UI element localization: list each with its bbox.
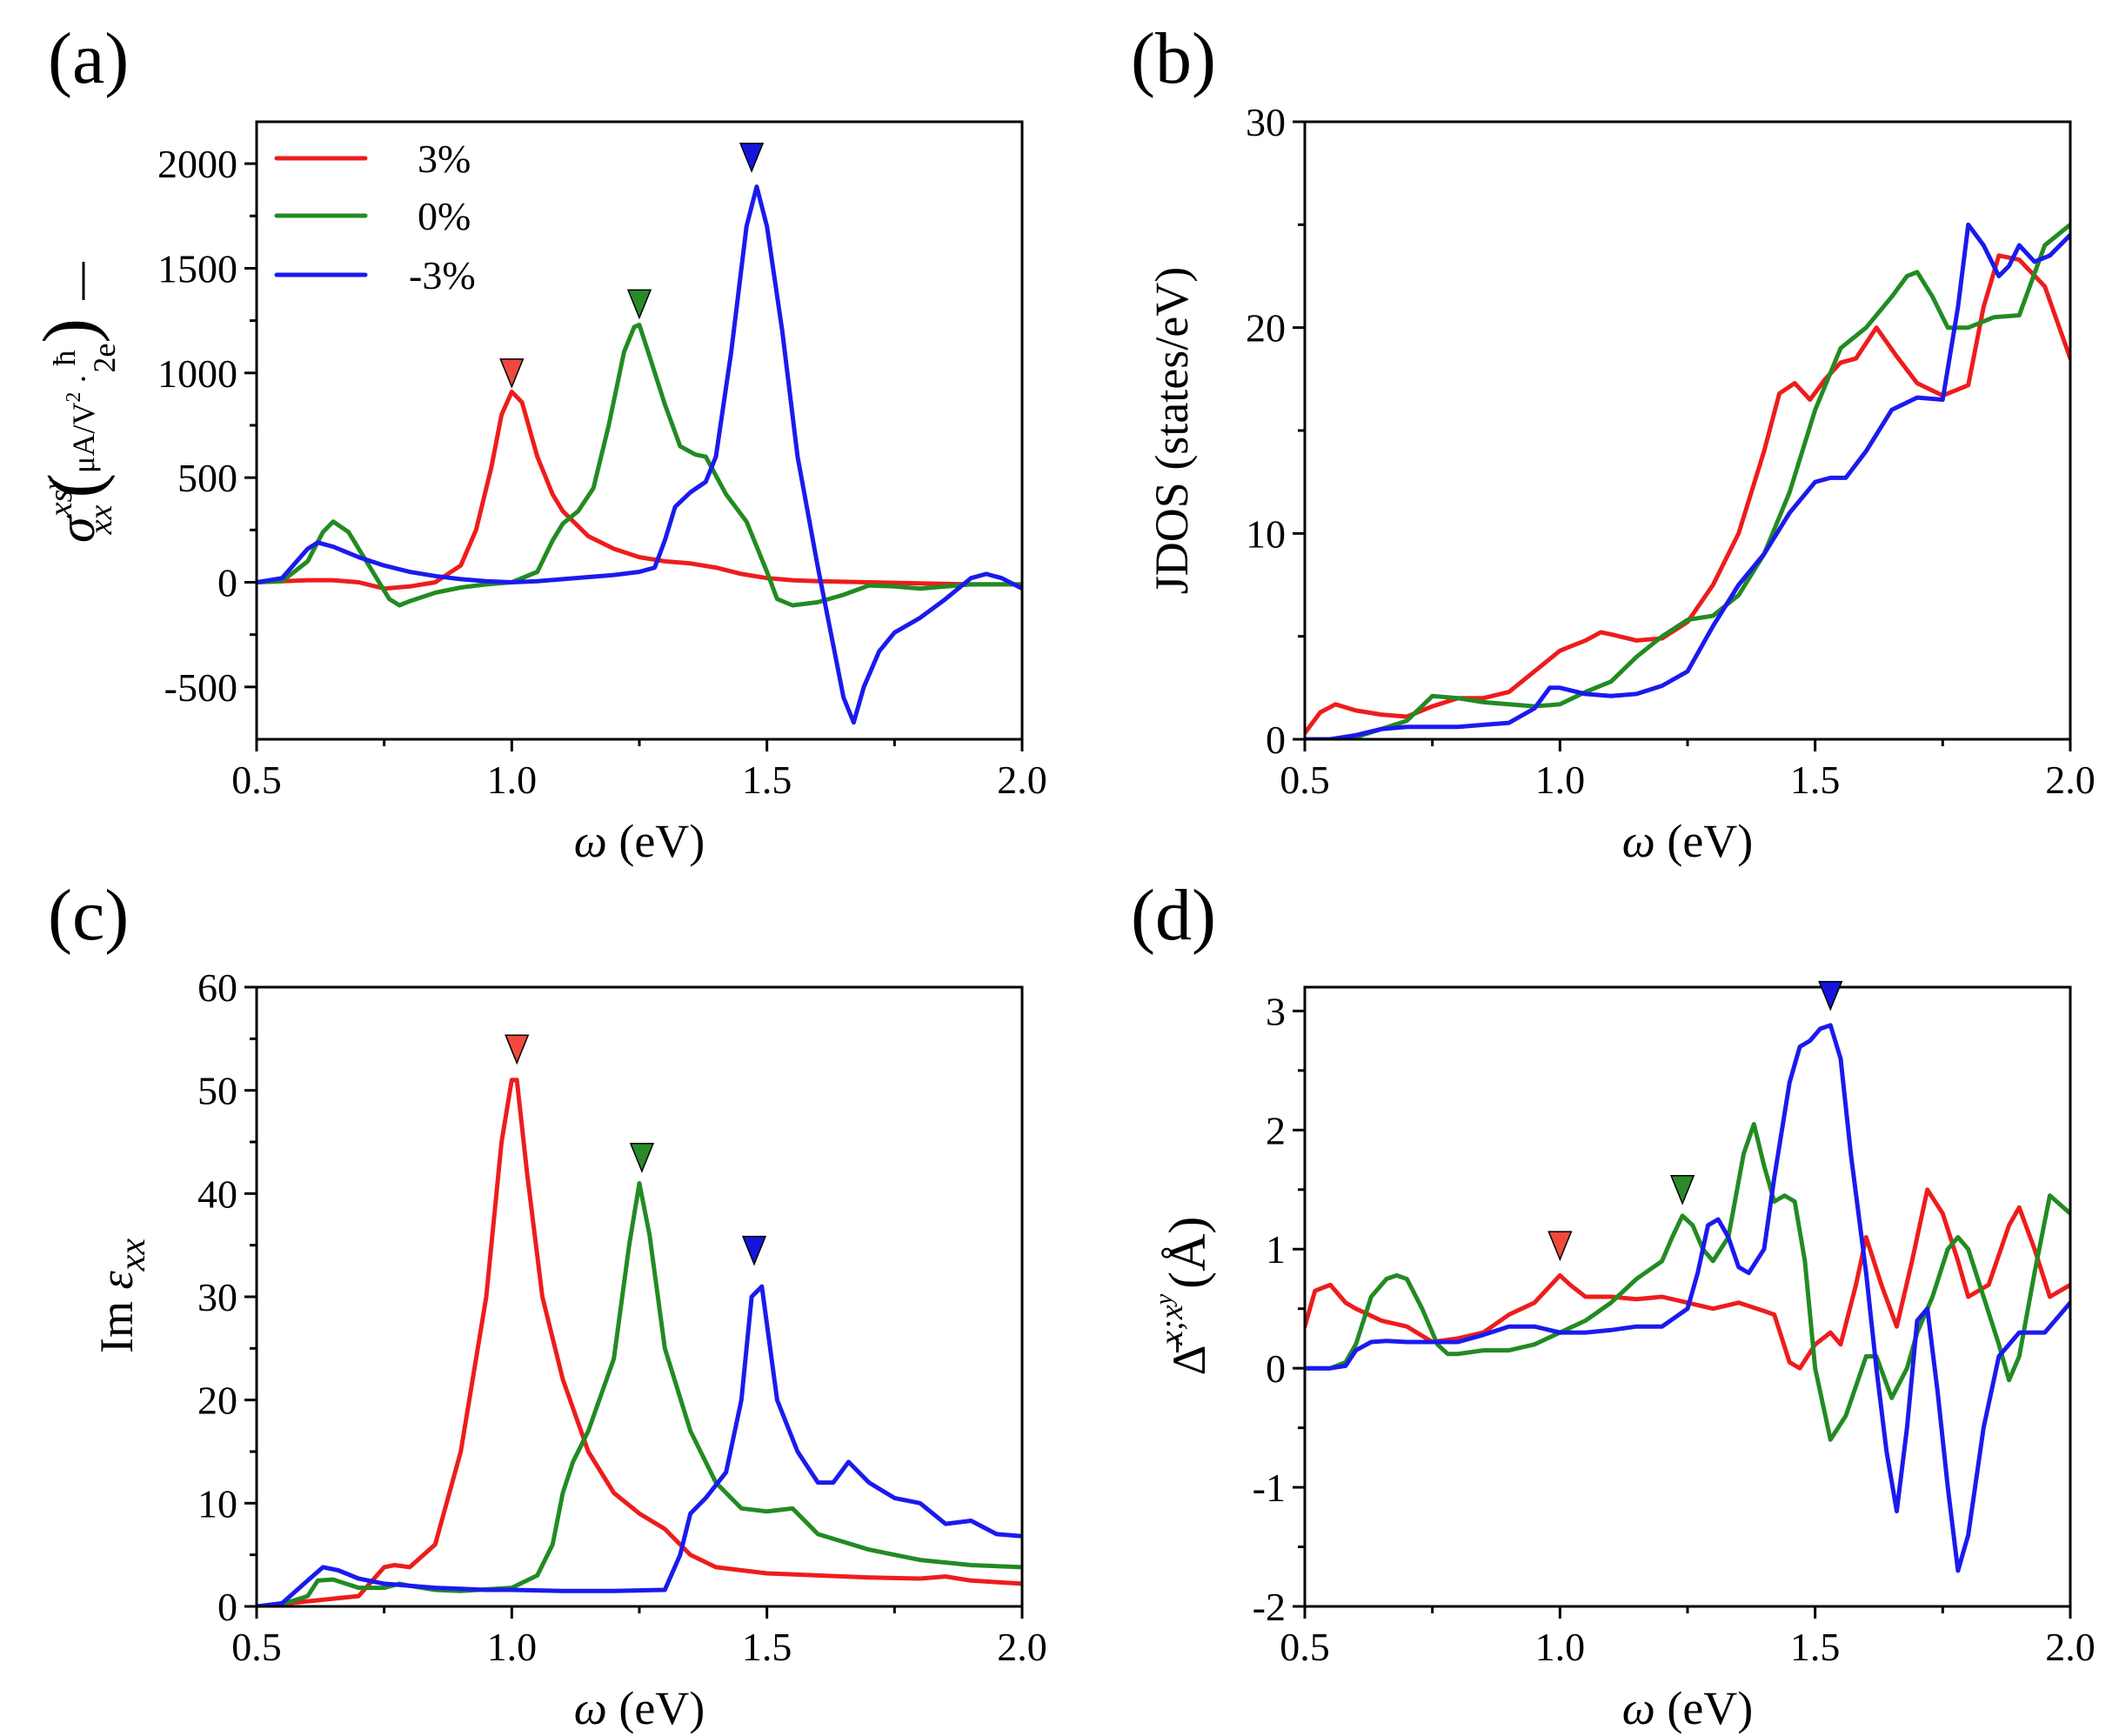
peak-marker-d-3pct bbox=[1547, 1231, 1573, 1262]
x-tick-label-a: 1.5 bbox=[742, 758, 792, 802]
series-line-b-0pct bbox=[1305, 222, 2070, 739]
x-tick-label-c: 1.5 bbox=[742, 1625, 792, 1669]
xlabel-a: ω (eV) bbox=[574, 815, 705, 867]
legend-label-0pct: 0% bbox=[418, 194, 471, 238]
svg-text:σxsyxx(μA/V2 · ħ2e): σxsyxx(μA/V2 · ħ 2e) bbox=[27, 318, 122, 543]
series-group-b bbox=[1305, 222, 2070, 739]
plot-frame-b bbox=[1303, 120, 2072, 741]
x-tick-label-a: 1.0 bbox=[487, 758, 538, 802]
y-tick-label-d: 2 bbox=[1266, 1108, 1286, 1152]
y-tick-label-d: 3 bbox=[1266, 989, 1286, 1033]
series-line-a-neg3pct bbox=[257, 184, 1022, 725]
panel-label-b: (b) bbox=[1131, 18, 1216, 99]
series-line-b-3pct bbox=[1305, 253, 2070, 736]
series-line-a-0pct bbox=[257, 323, 1022, 608]
y-tick-label-b: 30 bbox=[1246, 100, 1286, 144]
series-line-d-neg3pct bbox=[1305, 1023, 2070, 1573]
svg-text:Im εxx: Im εxx bbox=[90, 1239, 153, 1353]
y-tick-label-d: -1 bbox=[1253, 1466, 1286, 1510]
x-tick-label-a: 2.0 bbox=[997, 758, 1047, 802]
series-line-c-0pct bbox=[257, 1181, 1022, 1606]
y-tick-label-c: 10 bbox=[197, 1481, 237, 1526]
peak-marker-d-neg3pct bbox=[1818, 980, 1843, 1012]
ylabel-a: σxsyxx(μA/V2 · ħ 2e) bbox=[27, 262, 122, 543]
series-line-c-neg3pct bbox=[257, 1284, 1022, 1606]
plot-frame-a bbox=[255, 120, 1024, 741]
ylabel-d: Δ̄x;xy(Å) bbox=[1151, 1217, 1216, 1376]
panel-c-im-epsilon: 0.5 1.0 1.5 2.0 0 10 20 30 40 50 60 ω (eV) bbox=[197, 965, 1047, 1734]
x-tick-label-c: 2.0 bbox=[997, 1625, 1047, 1669]
plot-frame-d bbox=[1303, 985, 2072, 1608]
panel-d-delta-shift: 0.5 1.0 1.5 2.0 -2 -1 0 1 2 3 ω (eV) bbox=[1253, 980, 2096, 1734]
x-tick-label-d: 2.0 bbox=[2045, 1625, 2096, 1669]
panel-a-sigma-conductivity: 0.5 1.0 1.5 2.0 -500 0 500 1000 1500 2000 ω (eV) bbox=[157, 120, 1047, 867]
x-tick-label-b: 2.0 bbox=[2045, 758, 2096, 802]
y-tick-label-a: 2000 bbox=[157, 142, 237, 186]
y-tick-label-b: 20 bbox=[1246, 306, 1286, 351]
legend-label-3pct: 3% bbox=[418, 137, 471, 181]
legend-label-neg3pct: -3% bbox=[409, 253, 476, 297]
peak-marker-a-0pct bbox=[626, 289, 652, 320]
panel-label-a: (a) bbox=[48, 18, 129, 99]
y-tick-label-b: 10 bbox=[1246, 511, 1286, 556]
y-tick-label-c: 20 bbox=[197, 1379, 237, 1423]
peak-marker-a-neg3pct bbox=[739, 143, 765, 173]
x-tick-label-a: 0.5 bbox=[231, 758, 282, 802]
legend-a: 3% 0% -3% bbox=[274, 137, 476, 297]
series-line-d-0pct bbox=[1305, 1122, 2070, 1442]
panel-label-d: (d) bbox=[1131, 875, 1216, 956]
x-tick-label-b: 0.5 bbox=[1280, 758, 1330, 802]
y-tick-label-b: 0 bbox=[1266, 718, 1286, 762]
y-tick-label-c: 60 bbox=[197, 965, 237, 1010]
series-group-d bbox=[1305, 1023, 2070, 1573]
x-tick-label-d: 1.0 bbox=[1535, 1625, 1586, 1669]
y-tick-label-c: 50 bbox=[197, 1069, 237, 1113]
y-tick-label-c: 30 bbox=[197, 1275, 237, 1319]
y-tick-label-a: 1500 bbox=[157, 246, 237, 290]
ylabel-c: Im εxx bbox=[90, 1239, 153, 1353]
x-tick-label-c: 1.0 bbox=[487, 1625, 538, 1669]
xlabel-d: ω (eV) bbox=[1622, 1682, 1754, 1734]
xlabel-c: ω (eV) bbox=[574, 1682, 705, 1734]
x-tick-label-d: 0.5 bbox=[1280, 1625, 1330, 1669]
y-tick-label-a: 1000 bbox=[157, 351, 237, 396]
y-tick-label-a: 500 bbox=[177, 456, 237, 500]
panel-label-c: (c) bbox=[48, 875, 129, 956]
peak-marker-c-3pct bbox=[505, 1034, 530, 1065]
y-tick-label-c: 40 bbox=[197, 1172, 237, 1216]
x-tick-label-b: 1.5 bbox=[1790, 758, 1841, 802]
peak-marker-c-0pct bbox=[629, 1143, 655, 1173]
y-tick-label-d: -2 bbox=[1253, 1585, 1286, 1629]
x-tick-label-d: 1.5 bbox=[1790, 1625, 1841, 1669]
x-tick-label-b: 1.0 bbox=[1535, 758, 1586, 802]
y-tick-label-d: 0 bbox=[1266, 1346, 1286, 1391]
ylabel-b: JDOS (states/eV) bbox=[1146, 267, 1198, 594]
series-group-c bbox=[257, 1078, 1022, 1606]
x-tick-label-c: 0.5 bbox=[231, 1625, 282, 1669]
peak-marker-c-neg3pct bbox=[741, 1235, 767, 1266]
peak-marker-a-3pct bbox=[499, 358, 525, 389]
series-line-b-neg3pct bbox=[1305, 222, 2070, 739]
series-group-a bbox=[257, 184, 1022, 725]
xlabel-b: ω (eV) bbox=[1622, 815, 1754, 867]
y-tick-label-a: -500 bbox=[164, 665, 237, 710]
panel-b-jdos: 0.5 1.0 1.5 2.0 0 10 20 30 ω (eV) bbox=[1246, 100, 2096, 867]
series-line-c-3pct bbox=[257, 1078, 1022, 1606]
peak-marker-d-0pct bbox=[1670, 1175, 1695, 1205]
series-line-a-3pct bbox=[257, 390, 1022, 591]
y-tick-label-c: 0 bbox=[217, 1585, 237, 1629]
y-tick-label-a: 0 bbox=[217, 560, 237, 604]
y-tick-label-d: 1 bbox=[1266, 1227, 1286, 1272]
svg-text:Δ̄x;xy(Å): Δ̄x;xy(Å) bbox=[1151, 1217, 1216, 1376]
